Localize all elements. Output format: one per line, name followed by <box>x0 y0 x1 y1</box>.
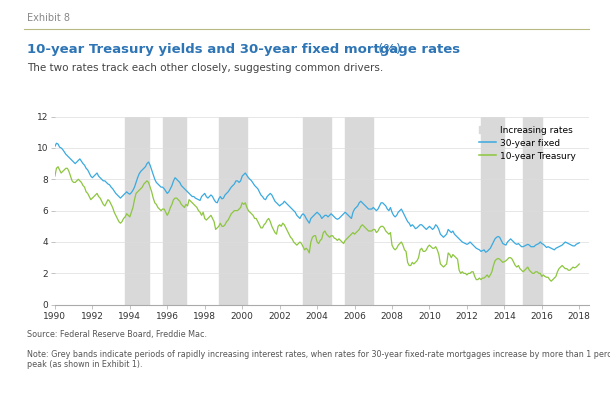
Bar <box>219 117 247 305</box>
Bar <box>163 117 186 305</box>
Text: The two rates track each other closely, suggesting common drivers.: The two rates track each other closely, … <box>27 63 384 73</box>
Text: Note: Grey bands indicate periods of rapidly increasing interest rates, when rat: Note: Grey bands indicate periods of rap… <box>27 350 610 369</box>
Legend: Increasing rates, 30-year fixed, 10-year Treasury: Increasing rates, 30-year fixed, 10-year… <box>477 123 579 164</box>
Text: (%): (%) <box>374 43 401 56</box>
Bar <box>125 117 149 305</box>
Bar <box>481 117 504 305</box>
Bar <box>523 117 542 305</box>
Text: Source: Federal Reserve Board, Freddie Mac.: Source: Federal Reserve Board, Freddie M… <box>27 330 207 339</box>
Text: Exhibit 8: Exhibit 8 <box>27 13 70 23</box>
Text: 10-year Treasury yields and 30-year fixed mortgage rates: 10-year Treasury yields and 30-year fixe… <box>27 43 461 56</box>
Bar <box>345 117 373 305</box>
Bar <box>303 117 331 305</box>
